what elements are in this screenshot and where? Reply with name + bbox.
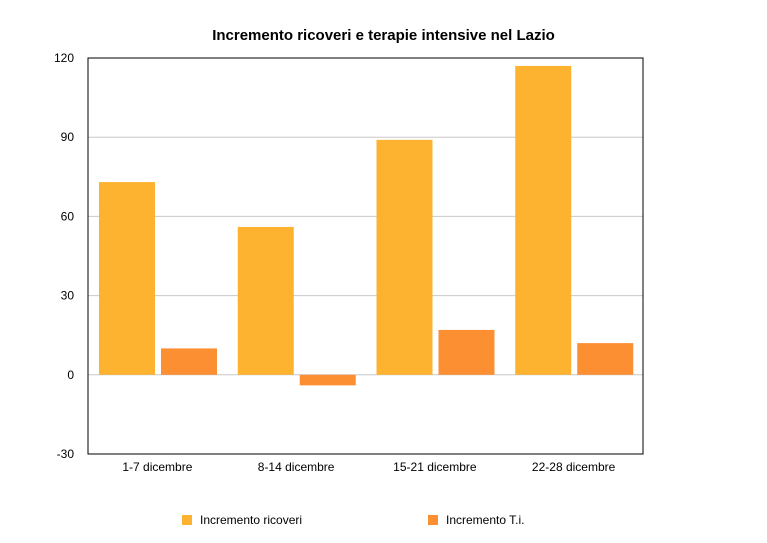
- x-tick-label: 22-28 dicembre: [532, 460, 616, 474]
- plot-frame: [87, 57, 644, 455]
- legend-item-ti: Incremento T.i.: [428, 513, 524, 527]
- y-tick-label: 90: [61, 130, 75, 144]
- y-tick-label: 120: [54, 51, 74, 65]
- y-tick-label: -30: [57, 447, 75, 461]
- legend-swatch-ricoveri: [182, 515, 192, 525]
- bar: [438, 329, 495, 375]
- bar: [237, 226, 294, 375]
- legend-label-ricoveri: Incremento ricoveri: [200, 513, 303, 527]
- y-tick-label: 60: [61, 209, 75, 223]
- bar: [161, 348, 217, 375]
- y-tick-label: 0: [67, 368, 74, 382]
- x-tick-label: 15-21 dicembre: [393, 460, 477, 474]
- x-tick-label: 1-7 dicembre: [122, 460, 192, 474]
- bar: [515, 65, 572, 375]
- bar: [577, 343, 634, 375]
- bar: [99, 182, 155, 375]
- legend-label-ti: Incremento T.i.: [446, 513, 525, 527]
- bar: [376, 139, 433, 375]
- y-tick-label: 30: [61, 289, 75, 303]
- x-tick-label: 8-14 dicembre: [258, 460, 335, 474]
- chart-title: Incremento ricoveri e terapie intensive …: [212, 27, 555, 44]
- legend-item-ricoveri: Incremento ricoveri: [182, 513, 302, 527]
- bar: [299, 374, 356, 386]
- legend-swatch-ti: [428, 515, 438, 525]
